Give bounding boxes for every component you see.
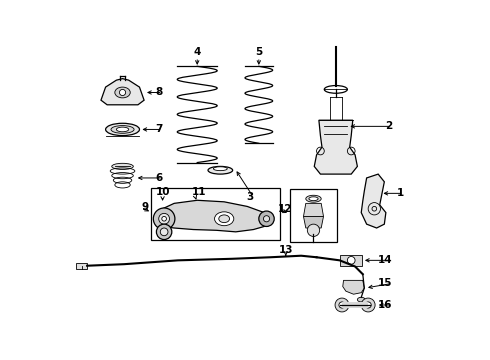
Circle shape bbox=[361, 298, 375, 312]
Circle shape bbox=[156, 224, 172, 239]
Text: 16: 16 bbox=[377, 300, 392, 310]
Circle shape bbox=[259, 211, 274, 226]
Circle shape bbox=[339, 302, 345, 308]
Text: 4: 4 bbox=[194, 48, 201, 58]
Ellipse shape bbox=[309, 197, 318, 201]
Ellipse shape bbox=[112, 163, 133, 170]
Text: 3: 3 bbox=[246, 192, 253, 202]
Polygon shape bbox=[361, 174, 386, 228]
Text: 9: 9 bbox=[141, 202, 148, 212]
Circle shape bbox=[153, 208, 175, 230]
Text: 1: 1 bbox=[396, 188, 404, 198]
Bar bbox=[76, 263, 87, 269]
Polygon shape bbox=[303, 203, 323, 216]
Ellipse shape bbox=[208, 166, 233, 174]
Bar bbox=[342, 302, 368, 308]
Polygon shape bbox=[101, 78, 144, 105]
Polygon shape bbox=[343, 280, 365, 294]
Circle shape bbox=[335, 298, 349, 312]
Text: 11: 11 bbox=[192, 187, 206, 197]
Ellipse shape bbox=[306, 195, 321, 202]
Text: 2: 2 bbox=[385, 121, 392, 131]
Circle shape bbox=[162, 216, 167, 221]
Circle shape bbox=[120, 89, 125, 95]
Text: 7: 7 bbox=[155, 125, 163, 134]
Ellipse shape bbox=[117, 127, 129, 132]
Bar bbox=[151, 188, 280, 240]
Text: 6: 6 bbox=[155, 173, 163, 183]
Ellipse shape bbox=[215, 212, 234, 226]
Text: 12: 12 bbox=[278, 204, 293, 214]
Text: 5: 5 bbox=[255, 48, 263, 58]
Polygon shape bbox=[314, 120, 357, 174]
Polygon shape bbox=[158, 200, 269, 232]
Text: 15: 15 bbox=[377, 278, 392, 288]
Circle shape bbox=[160, 228, 168, 236]
Circle shape bbox=[365, 302, 371, 308]
Ellipse shape bbox=[213, 167, 227, 171]
Text: 8: 8 bbox=[155, 87, 163, 98]
Circle shape bbox=[347, 256, 355, 264]
Circle shape bbox=[307, 224, 319, 237]
Polygon shape bbox=[303, 216, 323, 228]
Ellipse shape bbox=[115, 87, 130, 98]
Bar bbox=[290, 189, 337, 242]
Bar bbox=[341, 255, 362, 266]
Ellipse shape bbox=[111, 126, 134, 133]
Text: 10: 10 bbox=[155, 187, 170, 197]
Circle shape bbox=[264, 216, 270, 222]
Ellipse shape bbox=[106, 123, 140, 136]
Ellipse shape bbox=[219, 215, 229, 222]
Text: 14: 14 bbox=[377, 255, 392, 265]
Ellipse shape bbox=[357, 297, 365, 302]
Circle shape bbox=[159, 213, 170, 224]
Text: 13: 13 bbox=[278, 244, 293, 255]
